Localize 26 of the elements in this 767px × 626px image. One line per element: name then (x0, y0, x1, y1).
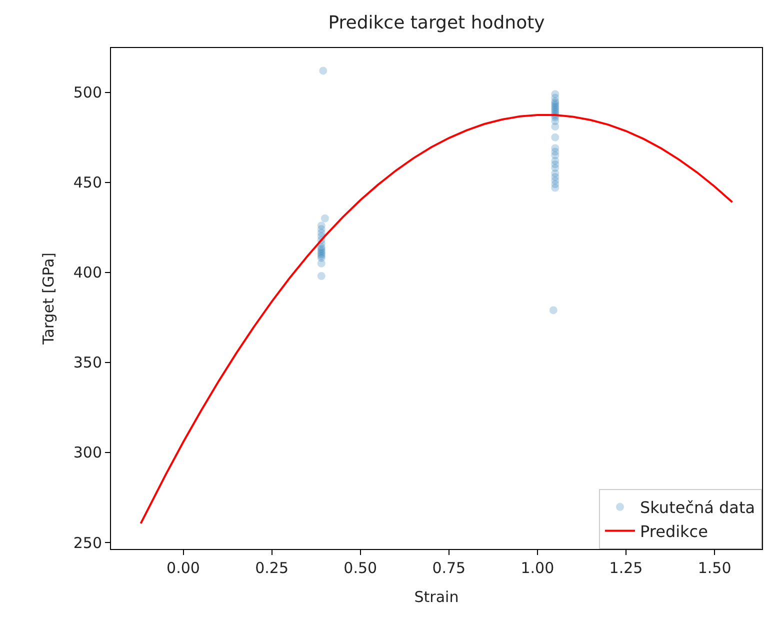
y-axis-title: Target [GPa] (40, 252, 58, 346)
point (317, 272, 326, 280)
legend-label: Predikce (640, 522, 708, 541)
x-tick-label: 0.50 (344, 559, 378, 577)
point (320, 214, 329, 222)
y-tick-label: 400 (73, 264, 102, 282)
x-tick-label: 0.75 (432, 559, 466, 577)
y-tick-label: 350 (73, 354, 102, 372)
y-tick-label: 300 (73, 444, 102, 462)
y-tick-label: 250 (73, 534, 102, 552)
y-tick-label: 500 (73, 84, 102, 102)
x-axis-title: Strain (414, 588, 459, 606)
y-tick-label: 450 (73, 174, 102, 192)
x-tick-label: 1.25 (609, 559, 643, 577)
point (551, 133, 560, 142)
point (551, 184, 560, 192)
legend-label: Skutečná data (640, 498, 756, 518)
chart-title: Predikce target hodnoty (328, 12, 546, 34)
x-tick-label: 0.25 (255, 559, 289, 577)
point (551, 122, 560, 131)
point (319, 66, 328, 75)
x-tick-label: 1.00 (520, 559, 554, 577)
point (317, 259, 326, 268)
x-tick-label: 0.00 (166, 559, 200, 577)
point (549, 306, 558, 314)
x-tick-label: 1.50 (698, 559, 732, 577)
